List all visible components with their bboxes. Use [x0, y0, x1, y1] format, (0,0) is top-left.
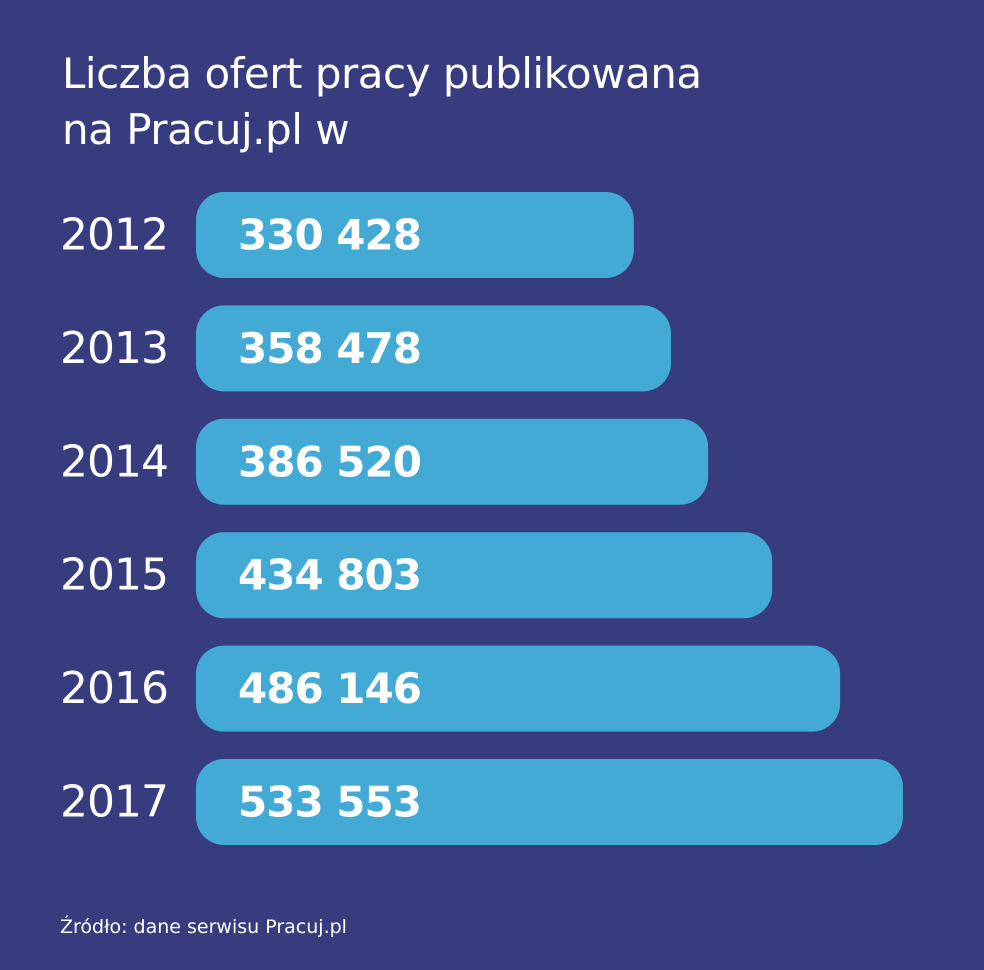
chart-title-line-2: na Pracuj.pl w	[62, 105, 350, 154]
category-label-2013: 2013	[60, 323, 168, 374]
value-label-2014: 386 520	[238, 437, 421, 486]
bar-2012	[196, 192, 634, 278]
bar-2013	[196, 305, 671, 392]
chart-title-line-1: Liczba ofert pracy publikowana	[62, 49, 702, 98]
bar-2015	[196, 532, 773, 619]
source-note: Źródło: dane serwisu Pracuj.pl	[60, 916, 347, 938]
value-label-2017: 533 553	[238, 778, 421, 827]
category-label-2015: 2015	[60, 550, 168, 601]
category-label-2017: 2017	[60, 777, 168, 828]
value-label-2015: 434 803	[238, 551, 421, 600]
category-label-2014: 2014	[60, 436, 168, 487]
value-label-2012: 330 428	[238, 211, 421, 260]
chart-title: Liczba ofert pracy publikowana na Pracuj…	[62, 46, 942, 158]
value-label-2016: 486 146	[238, 664, 421, 713]
bar-2016	[196, 645, 841, 732]
category-label-2016: 2016	[60, 663, 168, 714]
bar-2017	[196, 759, 903, 845]
value-label-2013: 358 478	[238, 324, 421, 373]
bar-2014	[196, 418, 709, 505]
category-label-2012: 2012	[60, 210, 168, 261]
